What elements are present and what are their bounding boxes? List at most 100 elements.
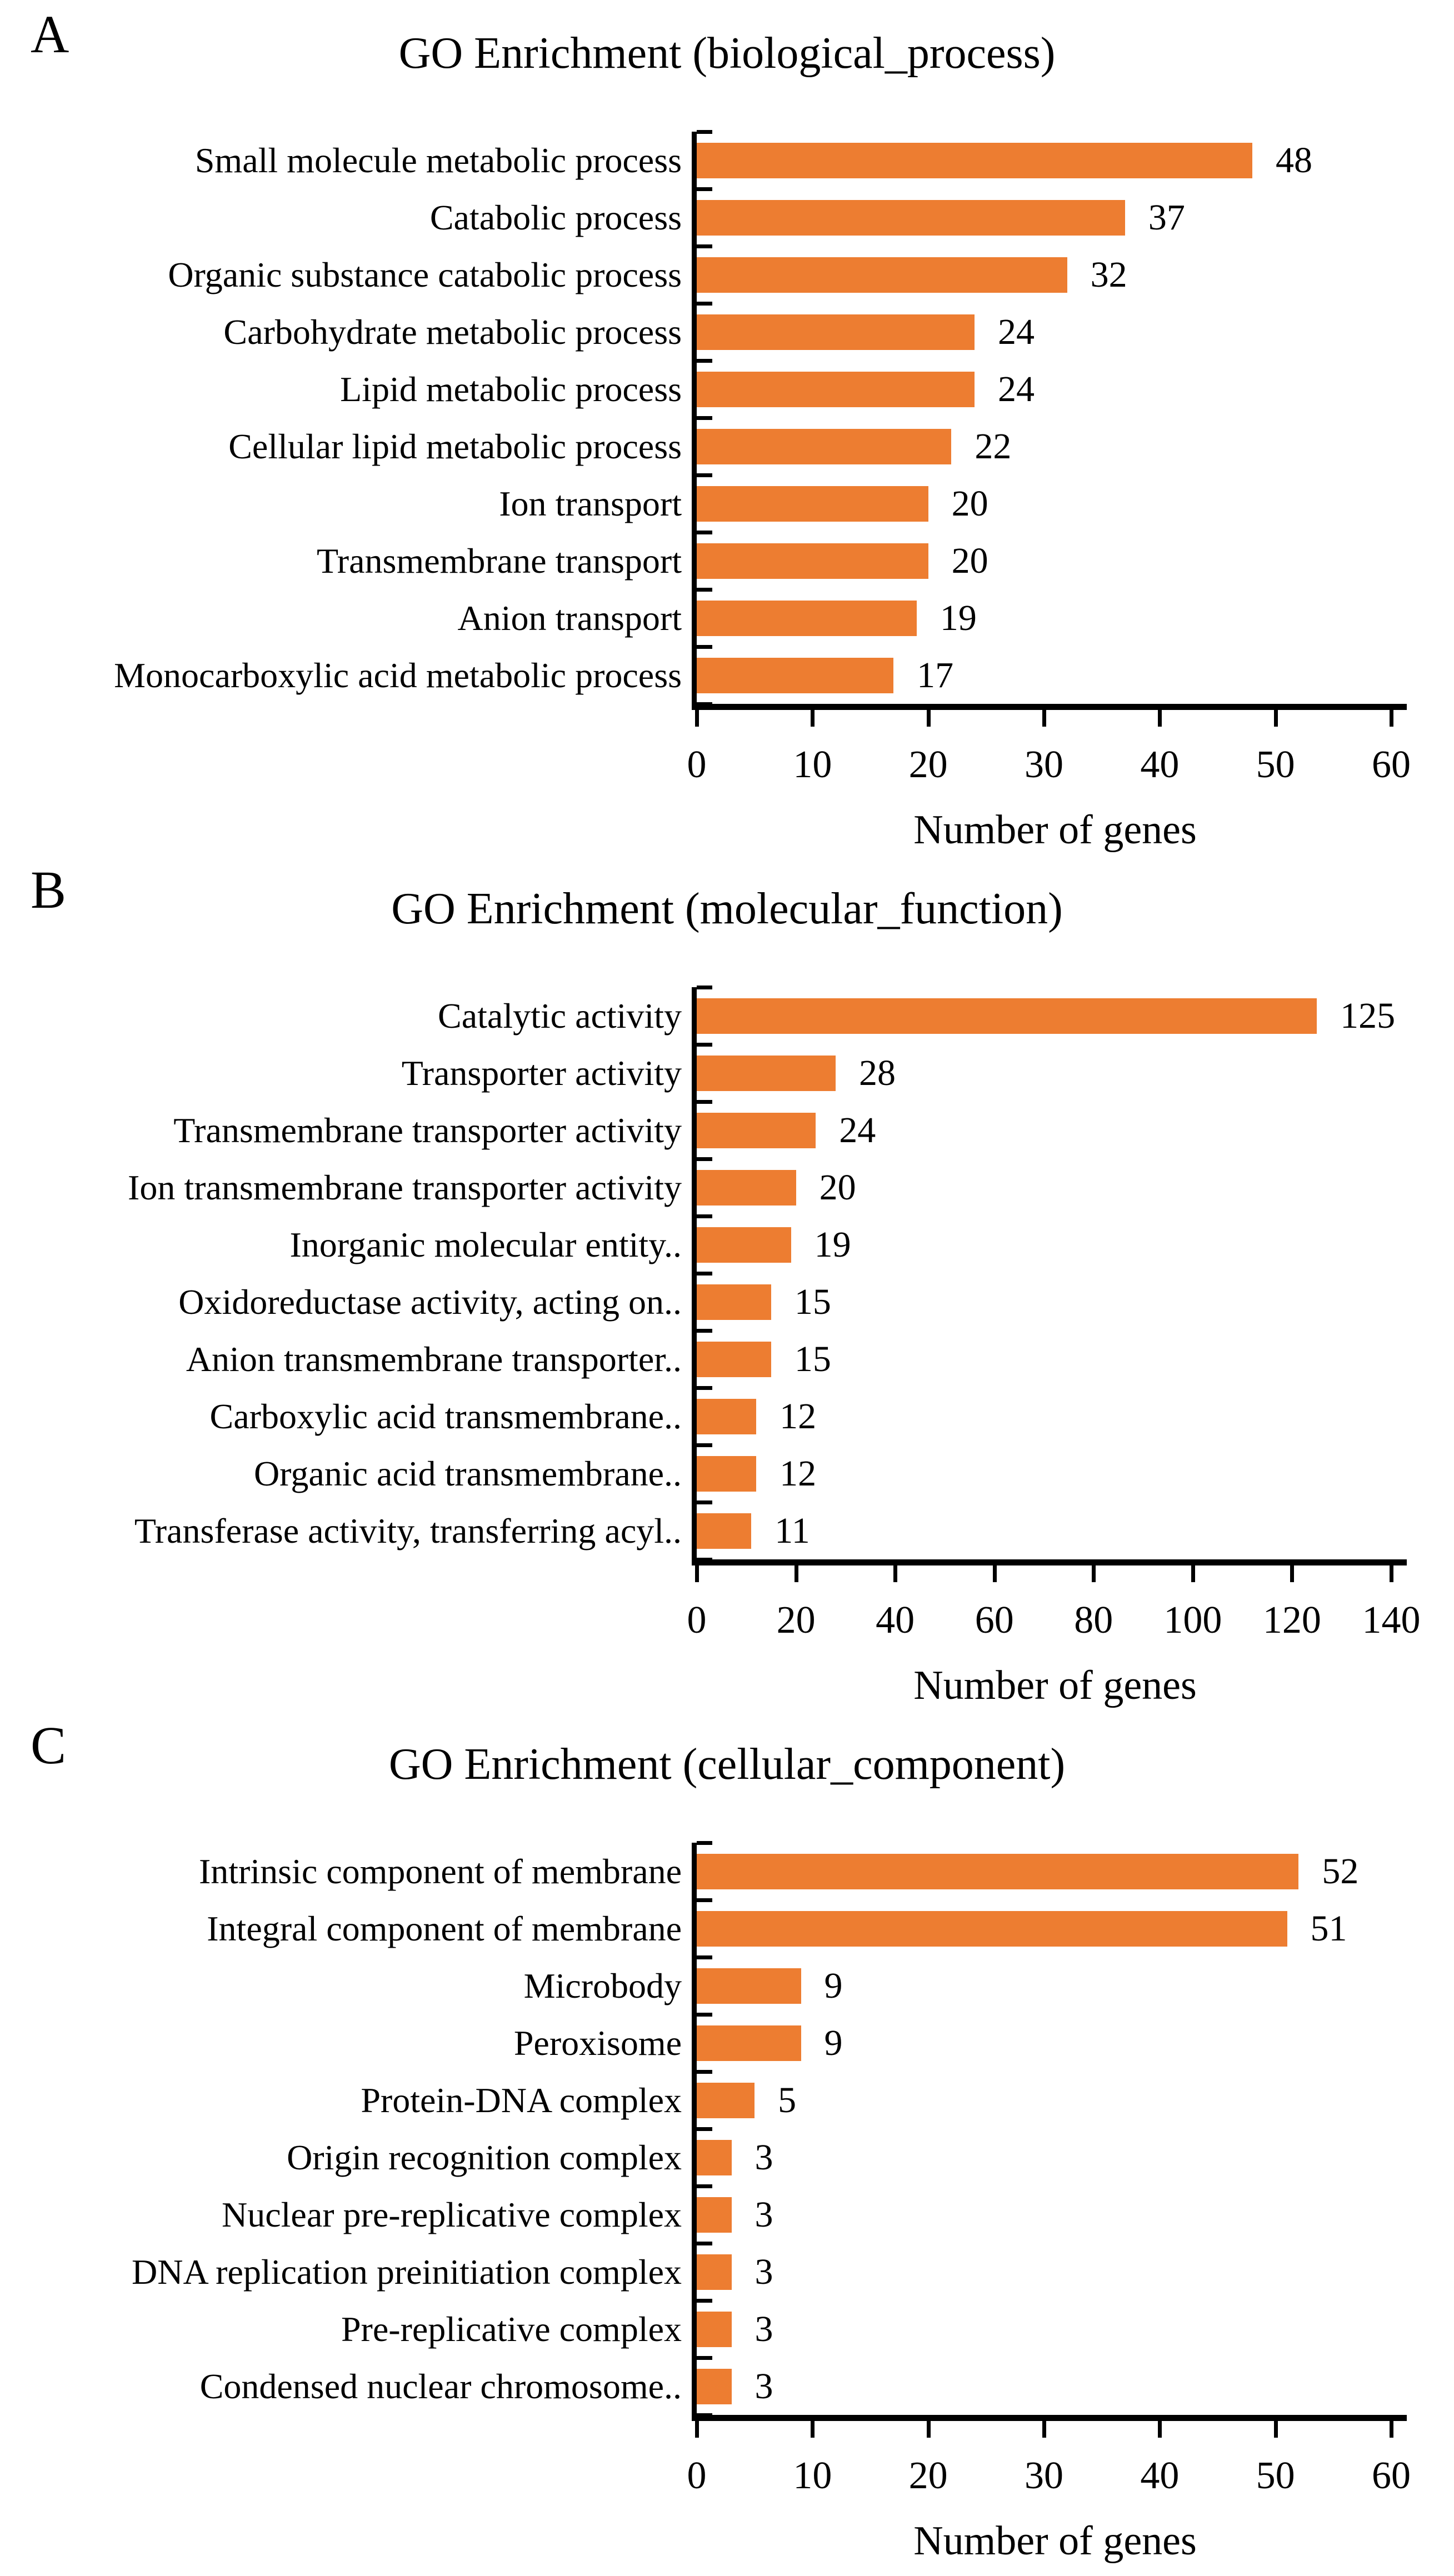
value-label: 15 <box>794 1338 831 1379</box>
x-axis-tick <box>1273 710 1278 727</box>
x-axis-tick <box>992 1565 997 1582</box>
x-tick-label: 20 <box>908 2454 948 2497</box>
value-label: 9 <box>824 2022 843 2063</box>
panel-molecular-function: B GO Enrichment (molecular_function) Cat… <box>0 856 1454 1711</box>
x-axis-tick <box>893 1565 898 1582</box>
x-tick-label: 50 <box>1256 2454 1295 2497</box>
category-label: Catalytic activity <box>438 996 682 1036</box>
value-label: 5 <box>778 2079 797 2120</box>
chart-title-biological-process: GO Enrichment (biological_process) <box>398 29 1056 78</box>
bar <box>697 2139 732 2175</box>
value-label: 12 <box>780 1395 817 1437</box>
bar <box>697 1910 1287 1947</box>
value-label: 19 <box>940 597 977 638</box>
x-axis-tick <box>811 2421 815 2438</box>
y-axis-tick <box>697 416 712 420</box>
category-label: Transmembrane transport <box>316 541 682 581</box>
bar <box>697 1169 796 1206</box>
category-label: Monocarboxylic acid metabolic process <box>114 655 682 695</box>
bar <box>697 2025 801 2061</box>
category-label: Condensed nuclear chromosome.. <box>199 2366 682 2406</box>
category-label: Organic substance catabolic process <box>168 254 682 294</box>
y-axis-tick <box>697 645 712 649</box>
y-axis-tick <box>697 1100 712 1104</box>
y-axis-tick <box>697 2356 712 2360</box>
panel-letter-a: A <box>31 4 69 64</box>
category-label: Carbohydrate metabolic process <box>223 312 682 352</box>
category-label: Microbody <box>523 1965 682 2005</box>
category-label: Oxidoreductase activity, acting on.. <box>178 1282 682 1322</box>
category-label: Transporter activity <box>401 1053 682 1093</box>
x-axis-tick <box>794 1565 798 1582</box>
x-tick-label: 0 <box>687 1599 707 1642</box>
x-tick-label: 60 <box>975 1599 1014 1642</box>
category-label: Lipid metabolic process <box>340 369 682 409</box>
bar <box>697 1227 791 1263</box>
x-axis-title: Number of genes <box>913 2518 1197 2564</box>
y-axis-tick <box>697 1214 712 1218</box>
bar <box>697 1455 757 1492</box>
x-axis-tick <box>1390 1565 1393 1582</box>
x-axis-tick <box>1273 2421 1278 2438</box>
y-axis-tick <box>697 588 712 592</box>
bar-chart-cellular-component: Intrinsic component of membrane 52 Integra… <box>0 1841 1454 2565</box>
x-axis-tick <box>695 710 699 727</box>
bar <box>697 998 1317 1034</box>
panel-letter-c: C <box>31 1715 67 1775</box>
bar <box>697 600 917 636</box>
value-label: 20 <box>819 1167 856 1208</box>
x-axis-tick <box>811 710 815 727</box>
category-label: Anion transport <box>457 598 682 638</box>
value-label: 3 <box>755 2137 773 2178</box>
value-label: 24 <box>839 1109 876 1151</box>
x-axis-tick <box>926 710 931 727</box>
category-label: Catabolic process <box>429 197 682 237</box>
x-axis-line <box>692 1559 1407 1565</box>
x-axis-tick <box>1158 710 1162 727</box>
value-label: 3 <box>755 2194 773 2235</box>
x-tick-label: 30 <box>1025 743 1063 786</box>
bar <box>697 657 894 693</box>
panel-letter-b: B <box>31 860 67 919</box>
value-label: 52 <box>1322 1850 1359 1892</box>
y-axis-tick <box>697 1329 712 1333</box>
y-axis-line <box>692 132 697 710</box>
y-axis-tick <box>697 359 712 363</box>
bar-chart-molecular-function: Catalytic activity 125 Transporter activit… <box>0 986 1454 1709</box>
bar <box>697 142 1252 178</box>
x-axis-line <box>692 2415 1407 2421</box>
x-axis-tick <box>1042 2421 1046 2438</box>
value-label: 28 <box>859 1052 896 1093</box>
bar <box>697 1112 816 1148</box>
category-label: Peroxisome <box>513 2023 682 2063</box>
bar <box>697 1853 1299 1889</box>
bar <box>697 1055 836 1091</box>
x-tick-label: 0 <box>687 743 707 786</box>
value-label: 9 <box>824 1965 843 2006</box>
value-label: 3 <box>755 2251 773 2292</box>
bar <box>697 2082 755 2118</box>
x-axis-tick <box>1042 710 1046 727</box>
value-label: 15 <box>794 1281 831 1322</box>
value-label: 24 <box>998 368 1035 409</box>
value-label: 12 <box>780 1453 817 1494</box>
x-tick-label: 10 <box>793 743 832 786</box>
y-axis-tick <box>697 130 712 134</box>
y-axis-tick <box>697 187 712 191</box>
y-axis-tick <box>697 531 712 534</box>
value-label: 20 <box>951 540 988 581</box>
x-tick-label: 100 <box>1163 1599 1222 1642</box>
x-tick-label: 140 <box>1362 1599 1421 1642</box>
category-label: Organic acid transmembrane.. <box>253 1453 682 1493</box>
x-tick-label: 20 <box>776 1599 816 1642</box>
y-axis-tick <box>697 1443 712 1447</box>
bar <box>697 543 928 579</box>
y-axis-tick <box>697 1043 712 1047</box>
x-tick-label: 40 <box>876 1599 915 1642</box>
value-label: 125 <box>1340 995 1396 1036</box>
category-label: Integral component of membrane <box>207 1908 682 1948</box>
x-tick-label: 80 <box>1074 1599 1113 1642</box>
x-tick-label: 20 <box>908 743 948 786</box>
category-label: Pre-replicative complex <box>341 2309 682 2349</box>
panel-cellular-component: C GO Enrichment (cellular_component) Int… <box>0 1711 1454 2567</box>
